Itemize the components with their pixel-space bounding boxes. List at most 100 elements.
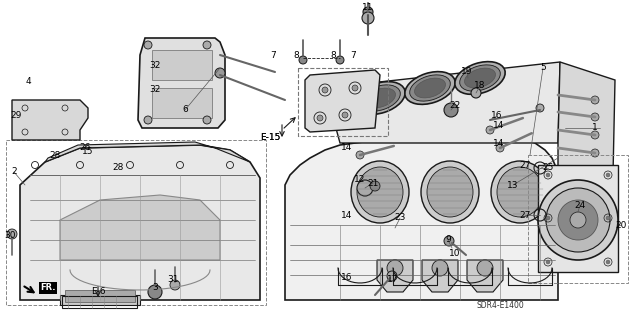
Text: E-6: E-6 xyxy=(91,287,106,296)
Circle shape xyxy=(7,229,17,239)
Circle shape xyxy=(215,68,225,78)
Text: 11: 11 xyxy=(362,4,374,12)
Ellipse shape xyxy=(415,78,445,98)
Text: 7: 7 xyxy=(350,51,356,61)
Text: E-15: E-15 xyxy=(260,133,280,143)
Circle shape xyxy=(362,12,374,24)
Text: SDR4-E1400: SDR4-E1400 xyxy=(476,301,524,310)
Polygon shape xyxy=(467,260,503,292)
Text: 9: 9 xyxy=(445,235,451,244)
Circle shape xyxy=(148,285,162,299)
Text: 24: 24 xyxy=(574,201,586,210)
Text: 21: 21 xyxy=(367,179,379,188)
Circle shape xyxy=(591,131,599,139)
Circle shape xyxy=(299,56,307,64)
Text: 29: 29 xyxy=(10,110,22,120)
Text: 23: 23 xyxy=(394,213,406,222)
Text: 14: 14 xyxy=(341,211,353,219)
Polygon shape xyxy=(12,100,88,140)
Text: 19: 19 xyxy=(461,68,473,77)
Polygon shape xyxy=(305,70,380,132)
Ellipse shape xyxy=(491,161,549,223)
Circle shape xyxy=(357,180,373,196)
Circle shape xyxy=(606,216,610,220)
Ellipse shape xyxy=(360,85,400,111)
Polygon shape xyxy=(325,62,560,143)
Text: 6: 6 xyxy=(182,106,188,115)
Circle shape xyxy=(170,280,180,290)
Bar xyxy=(65,290,135,302)
Circle shape xyxy=(591,96,599,104)
Ellipse shape xyxy=(455,62,505,94)
Circle shape xyxy=(203,116,211,124)
Ellipse shape xyxy=(497,167,543,217)
Text: 4: 4 xyxy=(25,78,31,86)
Bar xyxy=(528,155,628,283)
Polygon shape xyxy=(285,135,558,300)
Text: 8: 8 xyxy=(330,51,336,61)
Circle shape xyxy=(606,260,610,264)
Bar xyxy=(298,68,388,136)
Ellipse shape xyxy=(427,167,473,217)
Circle shape xyxy=(477,260,493,276)
Circle shape xyxy=(336,56,344,64)
Ellipse shape xyxy=(421,161,479,223)
Text: 16: 16 xyxy=(492,112,503,121)
Circle shape xyxy=(322,87,328,93)
Text: 2: 2 xyxy=(11,167,17,176)
Text: 25: 25 xyxy=(542,164,554,173)
Circle shape xyxy=(546,260,550,264)
Circle shape xyxy=(432,260,448,276)
Polygon shape xyxy=(558,62,615,175)
Circle shape xyxy=(471,88,481,98)
Text: 14: 14 xyxy=(493,122,505,130)
Circle shape xyxy=(606,173,610,177)
Text: 1: 1 xyxy=(592,123,598,132)
Polygon shape xyxy=(45,142,250,162)
Text: 13: 13 xyxy=(508,181,519,189)
Text: 31: 31 xyxy=(167,276,179,285)
Polygon shape xyxy=(422,260,458,292)
Ellipse shape xyxy=(355,82,405,115)
Circle shape xyxy=(352,85,358,91)
Circle shape xyxy=(570,212,586,228)
Polygon shape xyxy=(138,38,225,128)
Bar xyxy=(62,296,137,308)
Polygon shape xyxy=(20,145,260,300)
Text: FR.: FR. xyxy=(40,284,56,293)
Text: 16: 16 xyxy=(341,273,353,283)
Text: 20: 20 xyxy=(615,220,627,229)
Bar xyxy=(152,88,212,118)
Text: 32: 32 xyxy=(149,61,161,70)
Circle shape xyxy=(538,180,618,260)
Circle shape xyxy=(144,116,152,124)
Text: 15: 15 xyxy=(83,147,93,157)
Ellipse shape xyxy=(405,72,455,104)
Bar xyxy=(60,295,140,305)
Text: 28: 28 xyxy=(112,164,124,173)
Text: 32: 32 xyxy=(149,85,161,94)
Circle shape xyxy=(546,173,550,177)
Ellipse shape xyxy=(351,161,409,223)
Circle shape xyxy=(444,103,458,117)
Text: 7: 7 xyxy=(270,51,276,61)
Circle shape xyxy=(496,144,504,152)
Circle shape xyxy=(591,149,599,157)
Text: 10: 10 xyxy=(449,249,461,257)
Text: 14: 14 xyxy=(341,144,353,152)
Ellipse shape xyxy=(365,88,396,108)
Ellipse shape xyxy=(465,68,495,88)
Circle shape xyxy=(363,7,373,17)
Bar xyxy=(6,140,266,305)
Text: 3: 3 xyxy=(152,284,158,293)
Text: 27: 27 xyxy=(519,160,531,169)
Circle shape xyxy=(203,41,211,49)
Circle shape xyxy=(546,216,550,220)
Circle shape xyxy=(144,41,152,49)
Polygon shape xyxy=(538,165,618,272)
Circle shape xyxy=(317,115,323,121)
Text: 27: 27 xyxy=(519,211,531,219)
Ellipse shape xyxy=(357,167,403,217)
Ellipse shape xyxy=(410,75,451,101)
Text: 14: 14 xyxy=(493,138,505,147)
